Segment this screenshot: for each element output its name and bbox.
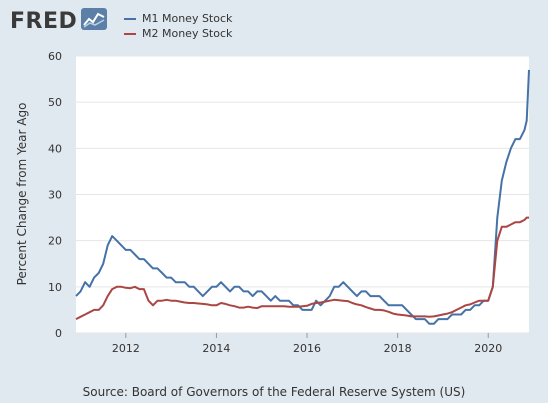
chart-legend: M1 Money Stock M2 Money Stock [124, 11, 232, 41]
source-note: Source: Board of Governors of the Federa… [82, 385, 466, 399]
y-tick-label: 50 [48, 96, 62, 109]
fred-logo[interactable]: FRED [10, 8, 108, 34]
y-tick-label: 0 [55, 327, 62, 340]
series-line-m2[interactable] [75, 216, 529, 320]
y-tick-label: 40 [48, 142, 62, 155]
logo-text: FRED [10, 8, 78, 34]
legend-label-m2: M2 Money Stock [142, 27, 233, 40]
legend-label-m1: M1 Money Stock [142, 12, 233, 25]
y-axis-ticks: 0 10 20 30 40 50 60 [48, 50, 62, 340]
y-tick-label: 30 [48, 189, 62, 202]
grid-lines [76, 55, 529, 334]
series-line-m1[interactable] [75, 69, 530, 325]
series-lines [75, 69, 530, 325]
x-tick-label: 2012 [112, 342, 140, 355]
legend-item-m2[interactable]: M2 Money Stock [124, 26, 232, 41]
y-tick-label: 20 [48, 235, 62, 248]
line-chart-icon [81, 8, 108, 34]
x-tick-label: 2018 [384, 342, 412, 355]
y-axis-title: Percent Change from Year Ago [15, 103, 29, 286]
chart-header: FRED M1 Money Stock M2 Money Stock [0, 0, 548, 48]
x-tick-label: 2020 [474, 342, 502, 355]
y-tick-label: 60 [48, 50, 62, 63]
legend-swatch-m2 [124, 32, 136, 35]
legend-item-m1[interactable]: M1 Money Stock [124, 11, 232, 26]
legend-swatch-m1 [124, 17, 136, 20]
y-tick-label: 10 [48, 281, 62, 294]
x-tick-label: 2014 [202, 342, 230, 355]
x-tick-label: 2016 [293, 342, 321, 355]
x-axis-ticks: 2012 2014 2016 2018 2020 [112, 333, 502, 355]
